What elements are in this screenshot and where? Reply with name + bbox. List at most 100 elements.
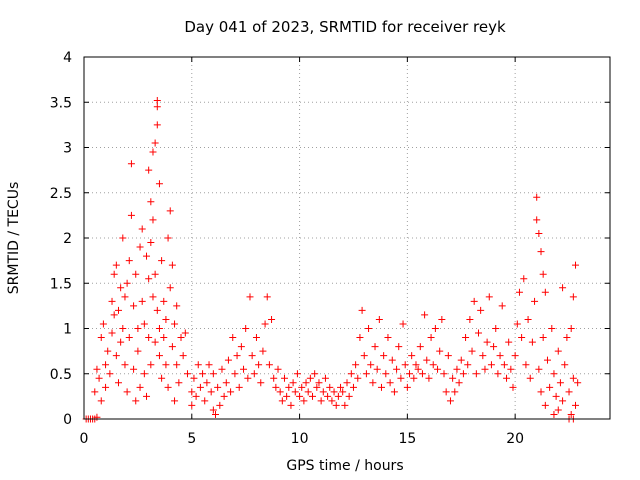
data-point xyxy=(209,406,217,414)
data-point xyxy=(181,329,189,337)
data-point xyxy=(265,361,273,369)
data-point xyxy=(263,293,271,301)
data-point xyxy=(304,388,312,396)
data-point xyxy=(423,356,431,364)
data-point xyxy=(539,334,547,342)
data-point xyxy=(248,352,256,360)
data-point xyxy=(317,397,325,405)
data-point xyxy=(326,383,334,391)
data-point xyxy=(300,397,308,405)
data-point xyxy=(349,383,357,391)
data-point xyxy=(99,320,107,328)
y-tick-label: 3.5 xyxy=(50,95,72,111)
data-point xyxy=(119,325,127,332)
y-tick-label: 0.5 xyxy=(50,367,72,383)
data-point xyxy=(153,121,161,129)
y-axis-ticks: 0 0.5 1 1.5 2 2.5 3 3.5 4 xyxy=(50,50,610,428)
data-point xyxy=(207,388,215,396)
data-point xyxy=(554,406,562,414)
data-point xyxy=(390,388,398,396)
data-point xyxy=(569,293,577,301)
scatter-marks xyxy=(82,96,582,423)
data-point xyxy=(492,325,500,332)
data-point xyxy=(440,370,448,378)
data-point xyxy=(462,334,470,342)
data-point xyxy=(386,379,394,387)
data-point xyxy=(543,356,551,364)
data-point xyxy=(160,297,168,305)
data-point xyxy=(160,334,168,342)
data-point xyxy=(261,320,269,328)
data-point xyxy=(541,288,549,296)
data-point xyxy=(380,352,388,360)
data-point xyxy=(147,361,155,369)
data-point xyxy=(222,379,230,387)
data-point xyxy=(158,257,166,265)
y-tick-label: 1 xyxy=(63,322,72,338)
data-point xyxy=(125,334,133,342)
data-point xyxy=(296,392,304,400)
data-point xyxy=(173,361,181,369)
data-point xyxy=(188,401,196,409)
data-point xyxy=(475,329,482,337)
y-tick-label: 1.5 xyxy=(50,276,72,292)
data-point xyxy=(550,410,558,418)
data-point xyxy=(257,379,265,387)
data-point xyxy=(524,315,532,323)
data-point xyxy=(162,315,170,323)
data-point xyxy=(410,374,418,382)
data-point xyxy=(572,401,580,409)
data-point xyxy=(531,297,539,305)
data-point xyxy=(455,379,463,387)
data-point xyxy=(362,370,370,378)
data-point xyxy=(127,211,135,219)
data-point xyxy=(106,370,114,378)
data-point xyxy=(132,270,140,278)
data-point xyxy=(533,193,541,201)
x-tick-label: 5 xyxy=(187,431,196,447)
data-point xyxy=(183,370,191,378)
data-point xyxy=(395,343,403,351)
data-point xyxy=(464,361,472,369)
y-tick-label: 2 xyxy=(63,231,72,247)
data-point xyxy=(285,383,293,391)
data-point xyxy=(155,325,163,332)
data-point xyxy=(315,379,323,387)
data-point xyxy=(365,325,373,332)
data-point xyxy=(121,361,129,369)
data-point xyxy=(114,306,122,314)
data-point xyxy=(173,302,181,310)
data-point xyxy=(203,379,211,387)
data-point xyxy=(143,252,151,260)
data-point xyxy=(117,338,125,346)
data-point xyxy=(382,370,390,378)
data-point xyxy=(205,361,213,369)
data-point xyxy=(408,352,416,360)
x-axis-ticks: 0 5 10 15 20 xyxy=(80,57,524,447)
data-point xyxy=(127,160,135,168)
data-point xyxy=(522,361,530,369)
data-point xyxy=(539,270,547,278)
data-point xyxy=(194,361,202,369)
data-point xyxy=(500,361,508,369)
data-point xyxy=(237,343,245,351)
data-point xyxy=(168,261,176,269)
data-point xyxy=(298,383,306,391)
data-point xyxy=(95,374,103,382)
data-point xyxy=(470,297,478,305)
data-point xyxy=(427,334,435,342)
data-point xyxy=(224,356,232,364)
data-point xyxy=(371,343,379,351)
data-point xyxy=(147,198,155,206)
data-point xyxy=(114,379,122,387)
data-point xyxy=(220,392,228,400)
data-point xyxy=(162,361,170,369)
data-point xyxy=(272,383,280,391)
data-point xyxy=(278,397,286,405)
data-point xyxy=(311,370,319,378)
data-point xyxy=(552,392,560,400)
data-point xyxy=(429,361,437,369)
data-point xyxy=(520,275,528,283)
data-point xyxy=(175,379,183,387)
